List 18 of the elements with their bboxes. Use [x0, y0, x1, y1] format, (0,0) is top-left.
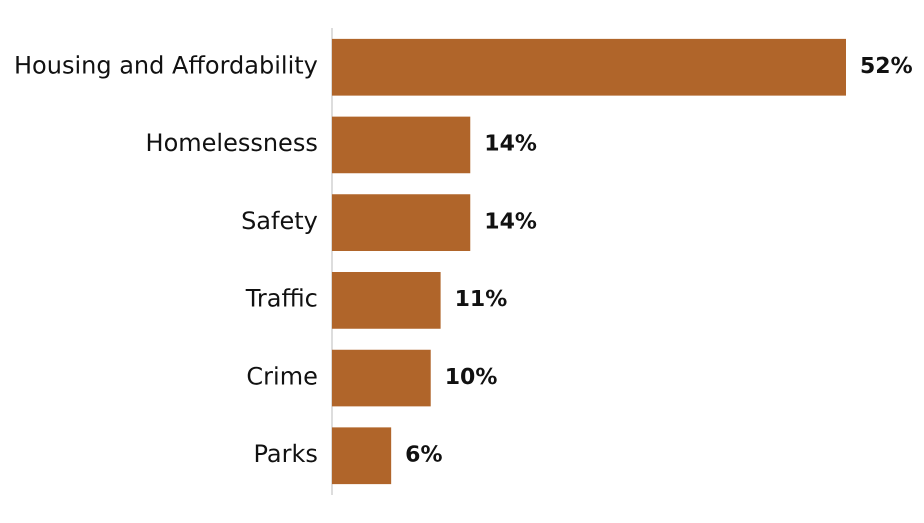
data-label: 11% — [454, 287, 508, 312]
bar — [332, 350, 431, 406]
data-label: 52% — [860, 54, 913, 79]
bar — [332, 38, 846, 96]
data-label: 14% — [484, 209, 537, 234]
bar — [332, 427, 392, 484]
y-tick-label: Traffic — [244, 284, 318, 313]
data-label: 6% — [405, 442, 443, 468]
y-tick-label: Homelessness — [146, 129, 318, 158]
bar — [332, 194, 470, 252]
data-label: 14% — [484, 132, 537, 157]
bar — [332, 116, 470, 174]
bar — [332, 272, 441, 329]
data-label: 10% — [444, 364, 498, 390]
y-tick-label: Parks — [253, 440, 318, 468]
y-tick-label: Housing and Affordability — [14, 51, 318, 80]
y-tick-label: Crime — [246, 362, 318, 390]
y-tick-label: Safety — [241, 206, 318, 235]
